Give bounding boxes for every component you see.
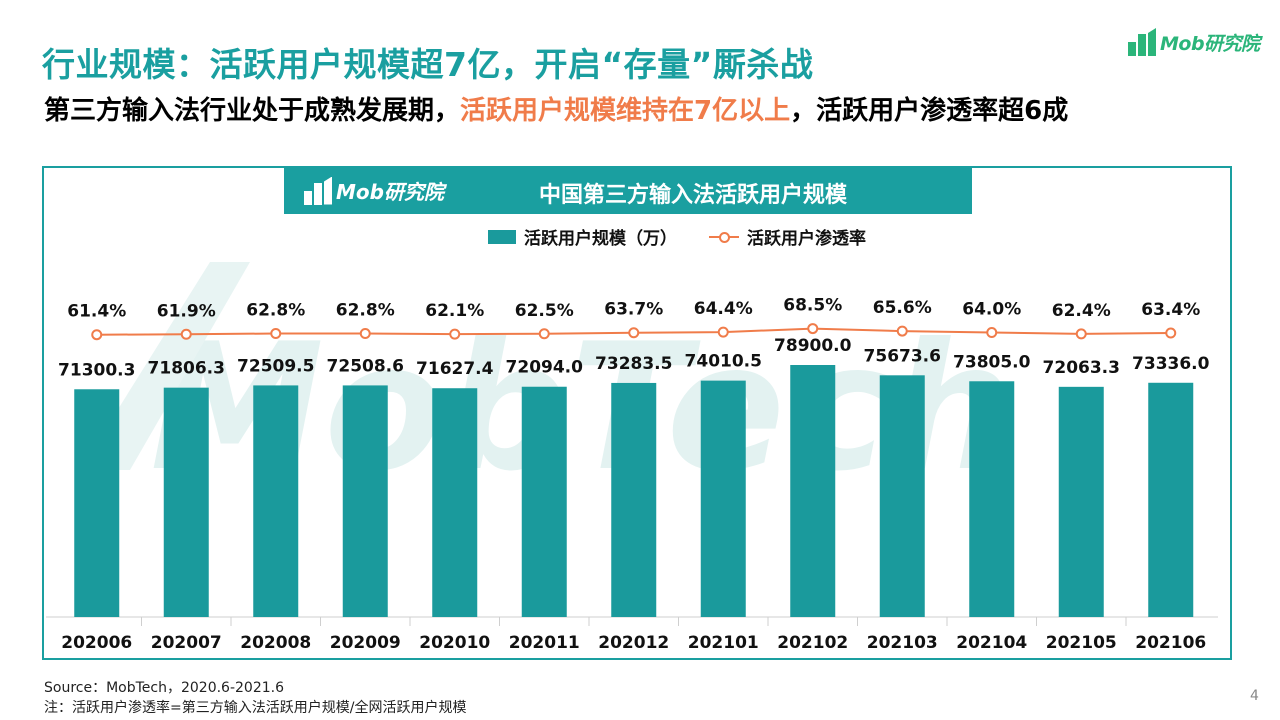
x-tick-label: 202101 [688,633,759,653]
x-tick-label: 202103 [867,633,938,653]
x-tick-label: 202104 [956,633,1027,653]
banner-logo: Mob研究院 [304,176,444,205]
bar-value-label: 71806.3 [148,359,225,379]
rate-value-label: 62.5% [515,301,574,321]
rate-value-label: 64.0% [962,299,1021,319]
bar-value-label: 72094.0 [506,358,584,378]
rate-point [628,327,640,339]
bar [521,386,567,617]
bar-value-label: 73336.0 [1132,354,1210,374]
watermark-mark [80,262,250,470]
subtitle-highlight: 活跃用户规模维持在7亿以上 [460,96,791,126]
bar-value-label: 73805.0 [953,352,1031,372]
x-tick-label: 202009 [330,633,401,653]
chart-banner: Mob研究院 中国第三方输入法活跃用户规模 [284,168,972,214]
rate-value-label: 63.7% [604,300,663,320]
bar [432,388,478,617]
bar [700,380,746,617]
page-title: 行业规模：活跃用户规模超7亿，开启“存量”厮杀战 [42,45,814,84]
rate-point [538,328,550,340]
page-subtitle: 第三方输入法行业处于成熟发展期，活跃用户规模维持在7亿以上，活跃用户渗透率超6成 [44,90,1068,127]
bar [342,385,388,617]
x-tick-label: 202011 [509,633,580,653]
bar [163,387,209,617]
x-tick-label: 202102 [777,633,848,653]
rate-value-label: 68.5% [783,296,842,316]
bar [790,365,836,617]
bar [1148,382,1194,617]
footnote: 注：活跃用户渗透率=第三方输入法活跃用户规模/全网活跃用户规模 [44,700,467,716]
rate-point [1165,327,1177,339]
bar [74,389,120,617]
bar-value-label: 78900.0 [774,336,852,356]
rate-value-label: 62.8% [246,301,305,321]
bar [611,382,657,617]
rate-point [896,325,908,337]
bar-value-label: 75673.6 [864,346,941,366]
banner-brand: Mob研究院 [336,180,444,204]
rate-value-label: 62.8% [336,301,395,321]
legend-bar-label: 活跃用户规模（万） [524,229,677,249]
rate-value-label: 62.1% [425,301,484,321]
brand-logo: Mob研究院 [1128,26,1260,58]
rate-value-label: 61.9% [157,301,216,321]
x-tick-label: 202012 [598,633,669,653]
x-tick-label: 202006 [61,633,132,653]
rate-value-label: 61.4% [67,302,126,322]
chart-title: 中国第三方输入法活跃用户规模 [538,183,847,208]
bar-value-label: 71627.4 [416,359,494,379]
x-tick-label: 202007 [151,633,222,653]
legend-line-swatch [709,230,739,244]
chart-legend: 活跃用户规模（万） 活跃用户渗透率 [488,224,866,249]
x-tick-label: 202010 [419,633,490,653]
bar [969,381,1015,617]
page-number: 4 [1250,688,1259,704]
rate-point [449,328,461,340]
bar-value-label: 72508.6 [327,356,404,376]
bar [1058,386,1104,617]
x-tick-label: 202106 [1135,633,1206,653]
rate-point [807,323,819,335]
x-tick-label: 202105 [1046,633,1117,653]
bar-value-label: 74010.5 [685,352,762,372]
rate-point [986,326,998,338]
rate-value-label: 65.6% [873,298,932,318]
rate-point [270,328,282,339]
subtitle-post: ，活跃用户渗透率超6成 [790,96,1069,126]
source-note: Source：MobTech，2020.6-2021.6 [44,680,284,696]
legend-line-label: 活跃用户渗透率 [747,229,866,249]
bar-value-label: 71300.3 [58,360,135,380]
bar [253,385,299,617]
rate-point [717,326,729,338]
subtitle-pre: 第三方输入法行业处于成熟发展期， [44,96,461,126]
legend-bar-swatch [488,229,516,244]
rate-value-label: 63.4% [1141,300,1200,320]
rate-point [91,329,103,341]
rate-point [180,328,192,340]
logo-bars-icon [1128,28,1158,56]
chart-frame [42,166,1232,660]
bar-value-label: 73283.5 [595,354,672,374]
bar-value-label: 72509.5 [237,356,314,376]
bar [879,375,925,617]
rate-value-label: 64.4% [694,299,753,319]
banner-logo-icon [304,176,334,205]
rate-point [1075,328,1087,340]
rate-value-label: 62.4% [1052,301,1111,321]
x-tick-label: 202008 [240,633,311,653]
brand-name: Mob研究院 [1160,32,1260,55]
bar-value-label: 72063.3 [1043,358,1120,378]
rate-point [359,328,371,339]
